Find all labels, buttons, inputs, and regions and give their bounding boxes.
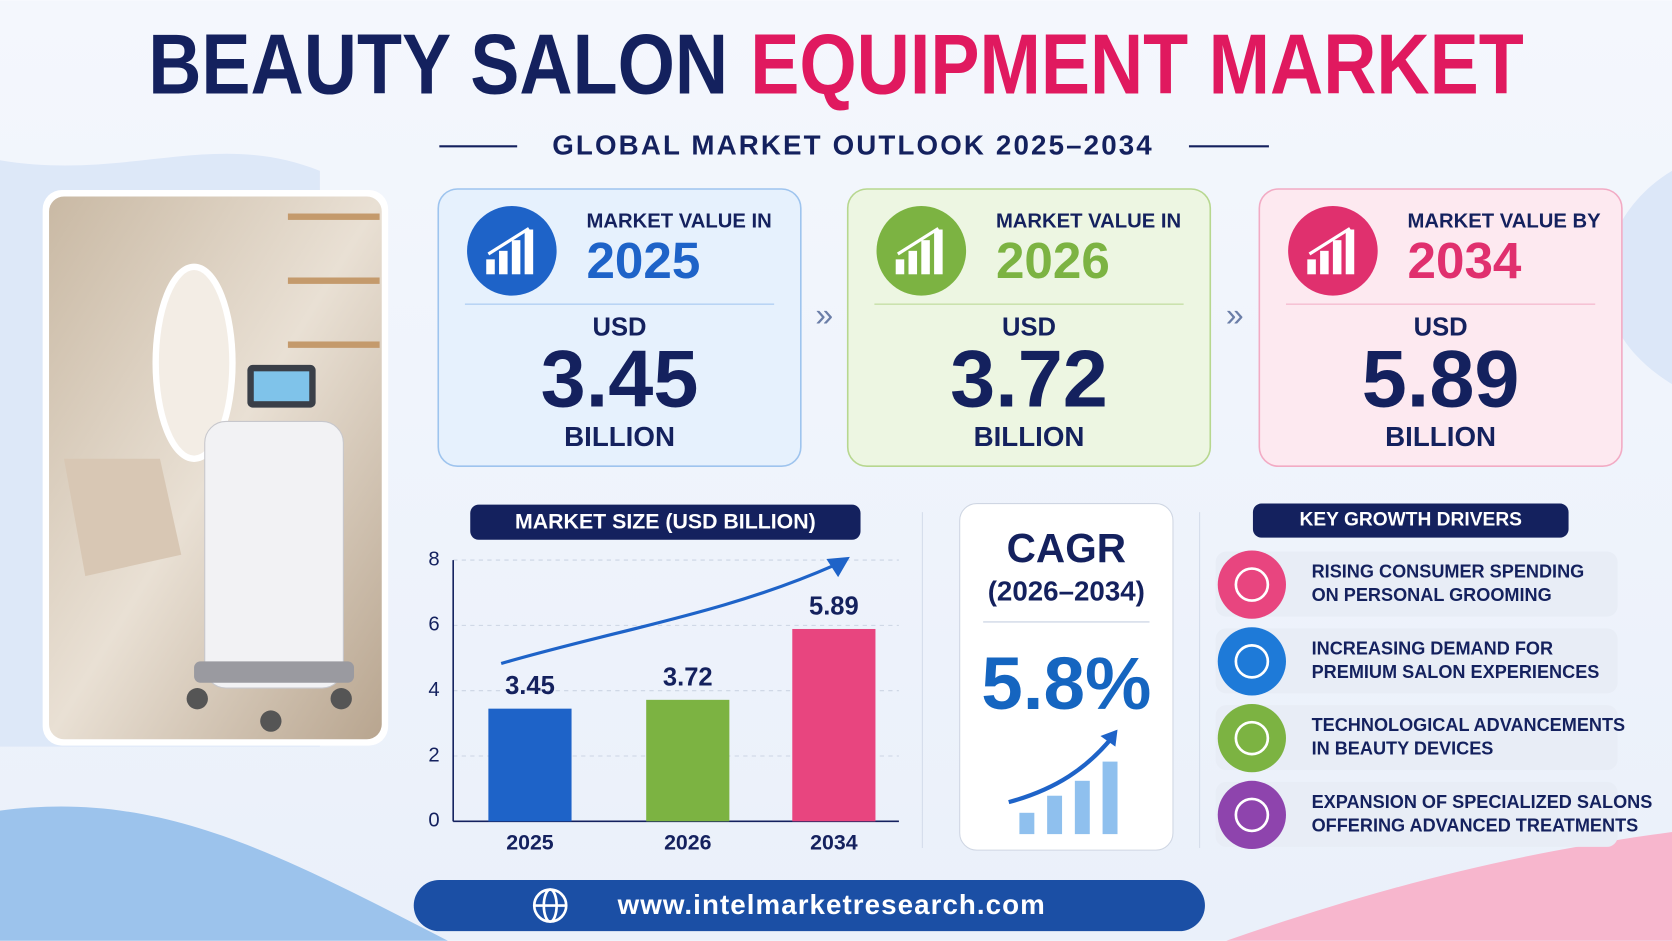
- card-year: 2025: [586, 232, 700, 289]
- driver-icon: [1217, 627, 1286, 696]
- cagr-box: [959, 503, 1174, 851]
- card-unit: BILLION: [974, 421, 1085, 452]
- footer-pill: [413, 879, 1205, 932]
- card-icon-bar: [934, 229, 943, 275]
- title: BEAUTY SALONEQUIPMENT MARKET: [148, 17, 1524, 112]
- driver-text: PREMIUM SALON EXPERIENCES: [1312, 662, 1600, 682]
- card-value: 5.89: [1362, 335, 1520, 425]
- card-year: 2034: [1408, 232, 1522, 289]
- driver-icon-inner: [1234, 720, 1270, 756]
- chart-title-pill: [470, 504, 861, 540]
- driver-icon: [1217, 704, 1286, 773]
- x-tick-label: 2034: [810, 830, 858, 854]
- driver-row: [1215, 551, 1618, 617]
- drivers-title: KEY GROWTH DRIVERS: [1300, 510, 1523, 531]
- title-part: EQUIPMENT MARKET: [750, 17, 1524, 112]
- bar: [792, 628, 876, 822]
- driver-icon: [1217, 780, 1286, 850]
- cagr-title: CAGR: [1007, 525, 1126, 571]
- photo: [42, 190, 389, 746]
- driver-icon-inner: [1234, 567, 1270, 602]
- card-icon-bar: [908, 250, 918, 275]
- driver-row: [1215, 705, 1618, 771]
- card-unit: BILLION: [564, 421, 675, 452]
- card-icon-bar: [1320, 250, 1329, 275]
- y-tick-label: 4: [428, 679, 439, 701]
- driver-text: TECHNOLOGICAL ADVANCEMENTS: [1312, 715, 1626, 735]
- card-currency: USD: [1002, 313, 1056, 341]
- card-icon-bar: [511, 240, 521, 275]
- driver-text: OFFERING ADVANCED TREATMENTS: [1312, 815, 1639, 835]
- card-icon-bar: [895, 259, 905, 275]
- x-tick-label: 2026: [664, 830, 712, 854]
- driver-text: ON PERSONAL GROOMING: [1312, 585, 1552, 605]
- driver-text: EXPANSION OF SPECIALIZED SALONS: [1312, 792, 1653, 812]
- wave: [1226, 831, 1672, 941]
- y-tick-label: 8: [428, 548, 439, 570]
- chart-title: MARKET SIZE (USD BILLION): [515, 509, 816, 533]
- card-icon-bar: [1332, 240, 1342, 275]
- cagr-icon: [1008, 729, 1118, 835]
- cagr-period: (2026–2034): [988, 575, 1145, 606]
- card-icon-bar: [921, 240, 930, 275]
- data-label: 3.45: [505, 672, 555, 700]
- card-label: MARKET VALUE IN: [996, 210, 1181, 232]
- card-label: MARKET VALUE IN: [586, 210, 771, 232]
- title-part: BEAUTY SALON: [148, 17, 728, 112]
- data-label: 3.72: [663, 663, 713, 691]
- bar: [488, 708, 572, 822]
- arrow: »: [1226, 296, 1244, 332]
- data-label: 5.89: [809, 592, 859, 620]
- cagr-value: 5.8%: [981, 641, 1151, 725]
- card-value: 3.45: [541, 335, 699, 425]
- wave: [0, 806, 448, 941]
- card-icon-bar: [1345, 229, 1355, 275]
- driver-row: [1215, 628, 1618, 694]
- driver-text: INCREASING DEMAND FOR: [1312, 638, 1553, 658]
- bar: [646, 699, 730, 822]
- x-tick-label: 2025: [506, 830, 554, 854]
- card-unit: BILLION: [1385, 421, 1496, 452]
- driver-icon: [1217, 550, 1286, 619]
- driver-icon-inner: [1234, 644, 1270, 679]
- card-icon-arrow: [1308, 227, 1351, 256]
- subtitle: GLOBAL MARKET OUTLOOK 2025–2034: [552, 130, 1154, 161]
- card-icon-bar: [499, 250, 508, 275]
- trend-arrow: [500, 563, 835, 666]
- drivers-title-pill: [1252, 503, 1569, 538]
- card-icon-arrow: [487, 227, 530, 256]
- arrow: »: [815, 296, 833, 332]
- card-icon-bar: [1307, 259, 1316, 275]
- y-tick-label: 2: [428, 744, 439, 766]
- card-icon-bar: [486, 259, 495, 275]
- trend-arrow-head: [826, 556, 850, 578]
- driver-text: IN BEAUTY DEVICES: [1312, 739, 1494, 759]
- driver-icon-inner: [1234, 797, 1270, 833]
- card-currency: USD: [593, 313, 647, 341]
- card-icon-arrow: [896, 227, 940, 256]
- card-label: MARKET VALUE BY: [1408, 210, 1602, 232]
- footer-url: www.intelmarketresearch.com: [617, 889, 1046, 920]
- card-currency: USD: [1414, 313, 1468, 341]
- card-icon-bar: [524, 229, 534, 275]
- card-value: 3.72: [950, 335, 1108, 425]
- driver-text: RISING CONSUMER SPENDING: [1312, 562, 1585, 582]
- card-year: 2026: [996, 232, 1110, 289]
- driver-row: [1215, 781, 1618, 847]
- globe-icon: [532, 888, 568, 923]
- y-tick-label: 6: [428, 614, 439, 636]
- y-tick-label: 0: [428, 810, 439, 832]
